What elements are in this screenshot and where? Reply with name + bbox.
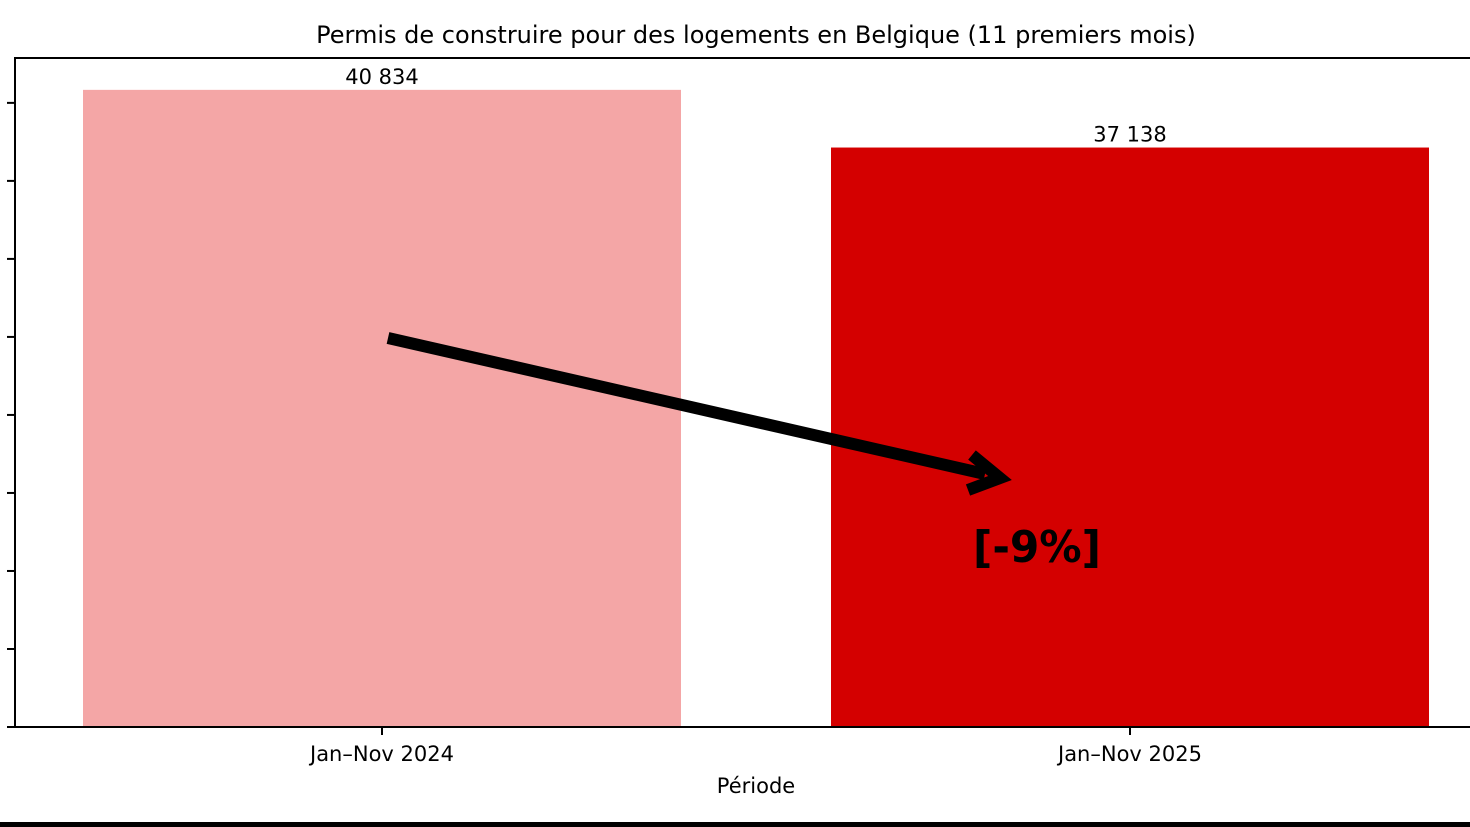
x-tick-label: Jan–Nov 2024 (308, 742, 454, 766)
bar (83, 89, 681, 728)
bar (831, 147, 1429, 728)
chart-title: Permis de construire pour des logements … (316, 21, 1196, 49)
x-tick-label: Jan–Nov 2025 (1056, 742, 1202, 766)
plot-frame (14, 57, 1470, 728)
bar-value-label: 40 834 (345, 65, 418, 89)
change-arrow (386, 332, 1012, 496)
change-annotation: [-9%] (973, 522, 1101, 573)
x-axis-label: Période (717, 774, 795, 798)
bottom-border (0, 822, 1470, 827)
bar-value-label: 37 138 (1093, 123, 1166, 147)
